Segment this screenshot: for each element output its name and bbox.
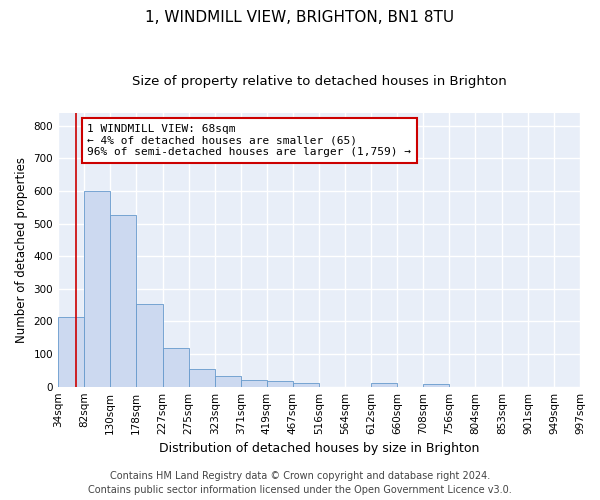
Bar xyxy=(110,216,136,386)
Bar xyxy=(84,191,110,386)
Bar xyxy=(241,380,267,386)
Title: Size of property relative to detached houses in Brighton: Size of property relative to detached ho… xyxy=(131,75,506,88)
Bar xyxy=(424,384,449,386)
Bar xyxy=(215,376,241,386)
Bar xyxy=(188,370,215,386)
Bar xyxy=(267,382,293,386)
Text: 1, WINDMILL VIEW, BRIGHTON, BN1 8TU: 1, WINDMILL VIEW, BRIGHTON, BN1 8TU xyxy=(145,10,455,25)
Bar xyxy=(371,384,397,386)
Text: Contains HM Land Registry data © Crown copyright and database right 2024.
Contai: Contains HM Land Registry data © Crown c… xyxy=(88,471,512,495)
Bar xyxy=(293,383,319,386)
Y-axis label: Number of detached properties: Number of detached properties xyxy=(15,156,28,342)
Text: 1 WINDMILL VIEW: 68sqm
← 4% of detached houses are smaller (65)
96% of semi-deta: 1 WINDMILL VIEW: 68sqm ← 4% of detached … xyxy=(88,124,412,157)
Bar xyxy=(136,304,163,386)
Bar xyxy=(163,348,188,387)
Bar xyxy=(58,316,84,386)
X-axis label: Distribution of detached houses by size in Brighton: Distribution of detached houses by size … xyxy=(159,442,479,455)
